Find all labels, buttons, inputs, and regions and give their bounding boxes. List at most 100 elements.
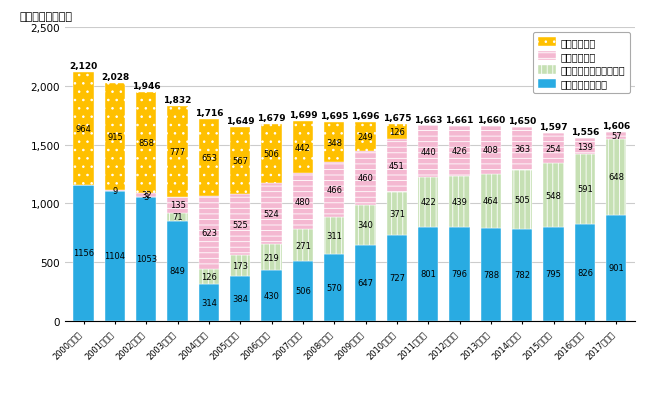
Text: 加入者数（万人）: 加入者数（万人）	[19, 12, 72, 22]
Text: 466: 466	[326, 186, 342, 195]
Legend: 適格退職年金, 厚生年金基金, 確定拠出年金（企業型）, 確定給付企業年金: 適格退職年金, 厚生年金基金, 確定拠出年金（企業型）, 確定給付企業年金	[533, 33, 630, 94]
Bar	[230, 194, 250, 255]
Text: 363: 363	[514, 144, 530, 153]
Text: 126: 126	[201, 272, 217, 281]
Bar	[324, 218, 345, 254]
Text: 647: 647	[358, 278, 374, 288]
Bar	[481, 174, 501, 229]
Bar	[293, 122, 313, 174]
Bar	[418, 178, 439, 227]
Text: 1156: 1156	[73, 249, 94, 257]
Bar	[387, 192, 407, 236]
Bar	[230, 128, 250, 194]
Text: 964: 964	[76, 125, 91, 134]
Text: 426: 426	[452, 147, 467, 156]
Text: 1,650: 1,650	[508, 117, 537, 126]
Bar	[450, 176, 470, 228]
Text: 249: 249	[358, 132, 373, 141]
Text: 1,696: 1,696	[351, 111, 380, 120]
Text: 57: 57	[611, 132, 621, 141]
Text: 311: 311	[327, 231, 342, 240]
Text: 1,597: 1,597	[539, 123, 568, 132]
Bar	[575, 155, 595, 224]
Text: 849: 849	[170, 267, 185, 275]
Text: 1,716: 1,716	[194, 109, 223, 118]
Text: 219: 219	[264, 253, 279, 262]
Text: 451: 451	[389, 161, 405, 170]
Text: 1,606: 1,606	[602, 122, 631, 131]
Text: 2,028: 2,028	[101, 73, 129, 81]
Bar	[355, 205, 376, 245]
Bar	[136, 93, 156, 193]
Text: 796: 796	[452, 270, 468, 279]
Bar	[575, 224, 595, 321]
Text: 727: 727	[389, 274, 405, 283]
Text: 567: 567	[232, 156, 248, 165]
Text: 422: 422	[421, 198, 436, 207]
Bar	[481, 229, 501, 321]
Bar	[418, 126, 439, 178]
Text: 506: 506	[295, 287, 311, 296]
Text: 139: 139	[577, 142, 593, 151]
Text: 858: 858	[138, 139, 154, 148]
Text: 1,649: 1,649	[226, 117, 255, 126]
Text: 371: 371	[389, 209, 405, 219]
Bar	[450, 126, 470, 176]
Bar	[261, 245, 282, 270]
Text: 653: 653	[201, 154, 217, 162]
Text: 915: 915	[107, 132, 123, 142]
Text: 460: 460	[358, 174, 373, 183]
Bar	[544, 134, 564, 164]
Bar	[387, 140, 407, 192]
Text: 1,946: 1,946	[132, 82, 161, 91]
Text: 3: 3	[144, 193, 149, 202]
Text: 408: 408	[483, 146, 499, 155]
Text: 795: 795	[546, 270, 562, 279]
Text: 135: 135	[170, 200, 185, 210]
Text: 440: 440	[421, 147, 436, 156]
Text: 173: 173	[232, 261, 248, 270]
Bar	[293, 261, 313, 321]
Text: 254: 254	[546, 144, 561, 153]
Bar	[261, 270, 282, 321]
Text: 2,120: 2,120	[69, 62, 98, 71]
Text: 623: 623	[201, 228, 217, 237]
Text: 314: 314	[201, 298, 217, 307]
Bar	[293, 174, 313, 230]
Bar	[105, 192, 125, 321]
Text: 648: 648	[608, 173, 624, 182]
Text: 1,663: 1,663	[414, 115, 443, 124]
Text: 506: 506	[264, 149, 279, 158]
Bar	[418, 227, 439, 321]
Bar	[387, 125, 407, 140]
Text: 9: 9	[112, 186, 117, 196]
Text: 788: 788	[483, 270, 499, 279]
Bar	[167, 106, 188, 197]
Text: 1,699: 1,699	[288, 111, 318, 120]
Text: 464: 464	[483, 197, 499, 206]
Bar	[230, 276, 250, 321]
Bar	[199, 269, 219, 284]
Bar	[136, 193, 156, 197]
Bar	[355, 122, 376, 151]
Text: 126: 126	[389, 128, 405, 136]
Bar	[293, 230, 313, 261]
Bar	[481, 126, 501, 174]
Text: 570: 570	[327, 283, 342, 292]
Bar	[261, 183, 282, 245]
Bar	[73, 185, 94, 321]
Bar	[355, 245, 376, 321]
Text: 348: 348	[326, 138, 342, 147]
Text: 442: 442	[295, 143, 311, 152]
Text: 439: 439	[452, 197, 467, 207]
Bar	[512, 229, 533, 321]
Bar	[199, 120, 219, 196]
Bar	[105, 83, 125, 190]
Bar	[544, 228, 564, 321]
Bar	[606, 133, 627, 140]
Text: 548: 548	[546, 191, 562, 200]
Bar	[230, 255, 250, 276]
Text: 524: 524	[264, 210, 279, 219]
Text: 1053: 1053	[135, 255, 157, 263]
Bar	[167, 221, 188, 321]
